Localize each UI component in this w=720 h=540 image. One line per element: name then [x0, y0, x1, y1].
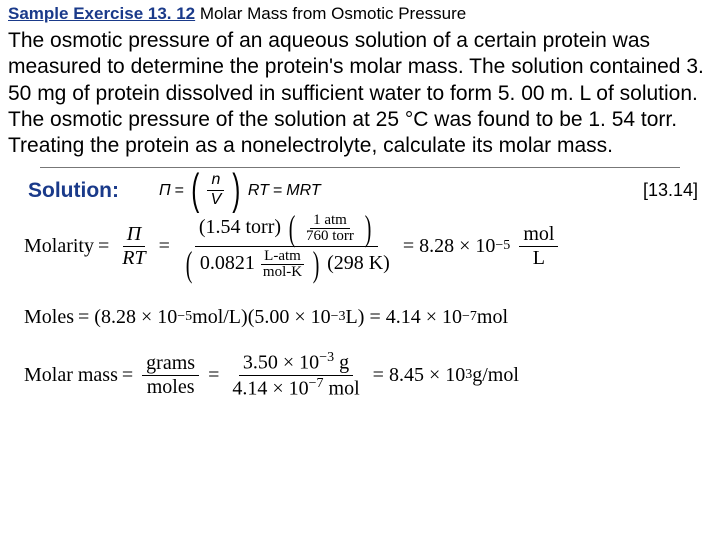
- moles-re: −7: [462, 309, 477, 325]
- molarity-result-e: −5: [495, 238, 510, 254]
- mm-ru: g/mol: [472, 364, 519, 387]
- molar-mass-label: Molar mass: [24, 364, 118, 387]
- rparen-1: ): [233, 175, 241, 206]
- mrt: MRT: [286, 182, 320, 200]
- equation-molarity: Molarity = Π RT = (1.54 torr) ( 1 atm 76…: [0, 209, 720, 284]
- equals-2: =: [273, 182, 282, 200]
- moles-label: Moles: [24, 306, 74, 329]
- lparen-1: (: [191, 175, 199, 206]
- grams-over-moles: grams moles: [142, 353, 199, 398]
- exercise-title: Molar Mass from Osmotic Pressure: [195, 4, 466, 23]
- moles-ru: mol: [477, 306, 508, 329]
- equals-1: =: [175, 182, 184, 200]
- separator: [40, 167, 680, 168]
- molarity-result-v: 8.28 × 10: [419, 235, 495, 258]
- moles-e1: −5: [177, 309, 192, 325]
- equation-reference: [13.14]: [643, 180, 720, 201]
- moles-a3: L): [346, 306, 365, 329]
- equals-3: =: [98, 235, 114, 258]
- equals-5: =: [398, 235, 419, 258]
- exercise-number: Sample Exercise 13. 12: [8, 4, 195, 23]
- equation-moles: Moles = (8.28 × 10−5 mol/L)(5.00 × 10−3 …: [0, 302, 720, 333]
- pi-over-rt: Π RT: [118, 224, 149, 269]
- mm-rv: 8.45 × 10: [389, 364, 465, 387]
- equals-7: =: [364, 306, 385, 329]
- problem-text: The osmotic pressure of an aqueous solut…: [0, 26, 720, 165]
- equals-4: =: [154, 235, 175, 258]
- moles-rv: 4.14 × 10: [386, 306, 462, 329]
- mm-re: 3: [465, 367, 472, 383]
- equals-10: =: [368, 364, 389, 387]
- equals-6: =: [78, 306, 94, 329]
- molarity-big-frac: (1.54 torr) ( 1 atm 760 torr ) ( 0.0821 …: [179, 213, 394, 280]
- molarity-unit: mol L: [519, 224, 558, 269]
- pi-symbol: Π: [159, 182, 171, 200]
- solution-label: Solution:: [28, 179, 119, 203]
- moles-a1: (8.28 × 10: [94, 306, 177, 329]
- exercise-header: Sample Exercise 13. 12 Molar Mass from O…: [0, 0, 720, 26]
- equals-9: =: [203, 364, 224, 387]
- equation-osmotic-pressure: Solution: Π = ( n V ) RT = MRT [13.14]: [0, 172, 720, 209]
- molarity-label: Molarity: [24, 235, 94, 258]
- equals-8: =: [122, 364, 138, 387]
- molar-mass-frac: 3.50 × 10−3 g 4.14 × 10−7 mol: [228, 351, 363, 399]
- equation-molar-mass: Molar mass = grams moles = 3.50 × 10−3 g…: [0, 347, 720, 403]
- moles-a2: mol/L)(5.00 × 10: [192, 306, 331, 329]
- rt-1: RT: [248, 182, 269, 200]
- n-over-v: n V: [207, 172, 226, 209]
- moles-e2: −3: [331, 309, 346, 325]
